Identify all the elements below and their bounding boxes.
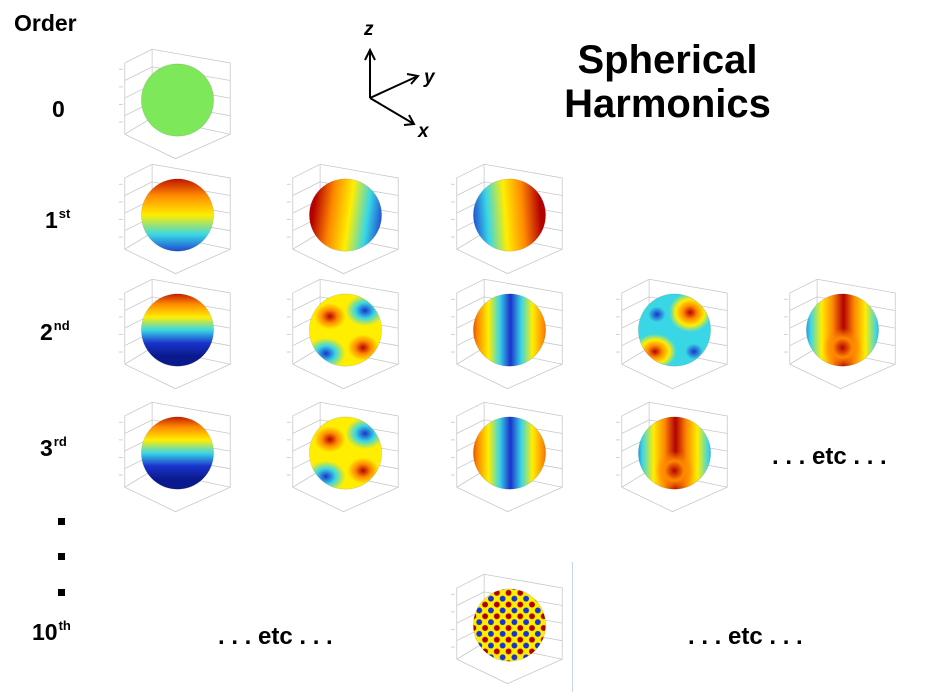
- sphere-plot-order3-4: [612, 393, 737, 518]
- ellipsis-dot-1: [58, 518, 65, 525]
- title-line-1: Spherical: [577, 38, 758, 82]
- title-line-2: Harmonics: [564, 82, 771, 126]
- axis-label-y: y: [424, 67, 435, 88]
- etc-label-row10-left: . . . etc . . .: [218, 623, 333, 650]
- sphere-icon: [118, 48, 231, 160]
- etc-label-row3: . . . etc . . .: [772, 443, 887, 470]
- sphere-plot-order0-1: [115, 40, 240, 165]
- order-label-0-base: 0: [52, 96, 65, 122]
- order-label-1-suffix: st: [58, 206, 71, 221]
- sphere-plot-order3-2: [283, 393, 408, 518]
- sphere-icon: [118, 278, 231, 390]
- sphere-plot-order2-3: [447, 270, 572, 395]
- sphere-plot-order2-2: [283, 270, 408, 395]
- order-label-1: 1st: [45, 206, 71, 233]
- page-title: Spherical Harmonics: [540, 38, 795, 126]
- sphere-icon: [286, 401, 399, 513]
- order-label-2: 2nd: [40, 318, 70, 345]
- order-label-3-base: 3: [40, 435, 53, 461]
- sphere-plot-order3-1: [115, 393, 240, 518]
- axis-label-x: x: [418, 121, 429, 142]
- axes-triad: z y x: [352, 14, 452, 144]
- sphere-plot-order2-1: [115, 270, 240, 395]
- sphere-icon: [615, 278, 728, 390]
- sphere-icon: [615, 401, 728, 513]
- sphere-icon: [450, 278, 563, 390]
- ellipsis-dot-2: [58, 553, 65, 560]
- order-label-10-base: 10: [32, 619, 58, 645]
- sphere-icon: [783, 278, 896, 390]
- sphere-plot-order1-3: [447, 155, 572, 280]
- sphere-plot-order2-5: [780, 270, 905, 395]
- divider-line: [572, 562, 573, 692]
- ellipsis-dot-3: [58, 589, 65, 596]
- sphere-plot-order10-1: [447, 565, 572, 690]
- sphere-icon: [450, 401, 563, 513]
- sphere-icon: [286, 163, 399, 275]
- sphere-plot-order2-4: [612, 270, 737, 395]
- sphere-plot-order3-3: [447, 393, 572, 518]
- axis-label-z: z: [364, 19, 374, 40]
- sphere-icon: [118, 401, 231, 513]
- order-label-1-base: 1: [45, 207, 58, 233]
- order-label-3: 3rd: [40, 434, 67, 461]
- sphere-icon: [286, 278, 399, 390]
- order-label-3-suffix: rd: [53, 434, 67, 449]
- axes-triad-icon: [364, 47, 420, 126]
- sphere-plot-order1-2: [283, 155, 408, 280]
- order-label-10: 10th: [32, 618, 71, 645]
- order-label-2-suffix: nd: [53, 318, 70, 333]
- order-label-0: 0: [52, 98, 65, 121]
- sphere-icon: [450, 573, 563, 685]
- sphere-plot-order1-1: [115, 155, 240, 280]
- etc-label-row10-right: . . . etc . . .: [688, 623, 803, 650]
- sphere-icon: [450, 163, 563, 275]
- sphere-icon: [118, 163, 231, 275]
- order-header: Order: [14, 10, 77, 36]
- order-label-10-suffix: th: [58, 618, 71, 633]
- order-label-2-base: 2: [40, 319, 53, 345]
